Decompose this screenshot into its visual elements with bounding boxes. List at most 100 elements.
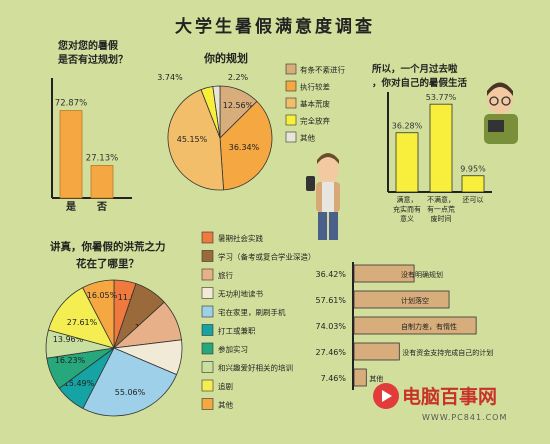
- chart-plan-yes-no: 您对您的暑假 是否有过规划？ 72.87% 是 27.13% 否: [51, 39, 132, 213]
- chart4-slice: [82, 279, 115, 349]
- chart1-question-line2: 是否有过规划？: [57, 53, 128, 66]
- chart4-slice-label: 15.49%: [64, 379, 95, 388]
- chart2-legend-swatch: [285, 63, 297, 75]
- chart3-category-label: 意义: [400, 214, 414, 223]
- watermark-url: WWW.PC841.COM: [422, 413, 507, 422]
- chart3-bar: [461, 175, 485, 193]
- chart3-bar-label: 36.28%: [392, 122, 423, 131]
- chart3-bar-label: 9.95%: [460, 165, 486, 174]
- chart1-category-label: 否: [96, 201, 107, 213]
- chart2-legend-swatch: [285, 97, 297, 109]
- chart5-bar-label: 74.03%: [315, 322, 346, 331]
- chart4-legend-label: 其他: [218, 400, 233, 410]
- teacher-illustration: [484, 82, 518, 144]
- chart2-legend-swatch: [285, 80, 297, 92]
- chart4-legend-swatch: [201, 231, 214, 244]
- chart2-question: 你的规划: [203, 51, 248, 65]
- chart3-category-label: 充实而有: [393, 205, 421, 214]
- chart4-slice: [47, 287, 115, 349]
- chart5-category-label: 自制力差，有惰性: [401, 322, 457, 331]
- chart4-slice-label: 16.05%: [87, 291, 118, 300]
- chart2-slice: [212, 85, 221, 139]
- chart2-slice-label: 45.15%: [177, 135, 208, 144]
- chart2-legend-label: 其他: [300, 133, 315, 143]
- watermark: 电脑百事网 WWW.PC841.COM: [373, 383, 507, 422]
- chart4-legend-swatch: [201, 268, 214, 281]
- chart2-slice: [167, 89, 225, 191]
- chart4-legend-label: 打工或兼职: [218, 326, 256, 336]
- chart-time-spent: 讲真，你暑假的洪荒之力 花在了哪里？ 11.05%16.81%20.71%17.…: [45, 231, 316, 417]
- chart3-category-label: 不满意，: [427, 195, 455, 204]
- chart3-question-line1: 所以，一个月过去啦: [372, 63, 458, 75]
- chart4-slice-label: 16.23%: [55, 356, 86, 365]
- chart1-bar-label: 27.13%: [86, 153, 118, 163]
- chart2-slice-label: 36.34%: [229, 143, 260, 152]
- chart5-category-label: 其他: [369, 374, 383, 383]
- chart3-bar: [395, 132, 419, 193]
- chart4-slice-label: 27.61%: [67, 318, 98, 327]
- chart4-legend-label: 追剧: [218, 381, 233, 391]
- page-title: 大学生暑假满意度调查: [175, 16, 375, 37]
- chart-reasons: 36.42% 没有明确规划 57.61% 计划落空 74.03% 自制力差，有惰性 27.4…: [315, 262, 493, 390]
- chart2-legend-label: 执行较差: [300, 82, 330, 92]
- chart1-bar: [90, 165, 114, 199]
- chart5-bar: [353, 342, 400, 361]
- chart4-legend-swatch: [201, 342, 214, 355]
- watermark-brand: 电脑百事网: [402, 385, 497, 408]
- chart4-legend-label: 和兴趣爱好相关的培训: [218, 363, 293, 373]
- student-illustration: [306, 153, 340, 240]
- chart5-bar: [353, 264, 415, 283]
- chart4-legend-label: 暑期社会实践: [218, 233, 263, 243]
- chart3-category-label: 还可以: [463, 196, 484, 204]
- chart5-bar-label: 27.46%: [315, 348, 346, 357]
- chart4-legend-label: 参加实习: [218, 344, 248, 354]
- chart3-category-label: 废时间: [431, 214, 452, 223]
- chart5-bar: [353, 290, 450, 309]
- chart4-legend-label: 学习（备考或复合学业深造）: [218, 252, 316, 262]
- chart5-bar-label: 7.46%: [321, 374, 347, 383]
- chart1-category-label: 是: [65, 201, 76, 213]
- chart4-legend-label: 无功利地读书: [218, 289, 263, 299]
- chart2-legend-label: 完全放弃: [300, 116, 330, 126]
- chart2-legend-swatch: [285, 131, 297, 143]
- chart5-bar-label: 36.42%: [315, 270, 346, 279]
- chart4-slice-label: 13.96%: [53, 335, 84, 344]
- chart4-legend-swatch: [201, 361, 214, 373]
- chart4-question-line2: 花在了哪里？: [76, 257, 139, 270]
- chart5-category-label: 没有资金支持完成自己的计划: [402, 348, 493, 357]
- chart4-legend-label: 宅在家里，刷刷手机: [218, 307, 286, 317]
- chart2-legend-label: 基本荒废: [300, 99, 330, 109]
- chart4-slice-label: 55.06%: [115, 388, 146, 397]
- chart5-bar-label: 57.61%: [315, 296, 346, 305]
- chart4-legend-swatch: [201, 305, 214, 318]
- chart4-legend-swatch: [201, 379, 214, 392]
- chart5-category-label: 计划落空: [401, 296, 429, 305]
- chart1-bar-label: 72.87%: [55, 99, 87, 109]
- chart3-bar: [429, 103, 453, 193]
- chart2-slice-label: 12.56%: [223, 101, 254, 110]
- chart3-bar-label: 53.77%: [426, 93, 457, 102]
- chart1-question-line1: 您对您的暑假: [58, 39, 119, 52]
- chart-plan-status-pie: 你的规划 12.56% 36.34% 45.15% 3.74% 2.2% 有条不紊进行执…: [157, 51, 345, 191]
- chart4-legend-swatch: [201, 398, 214, 410]
- chart2-slice-label: 3.74%: [157, 73, 183, 82]
- chart5-category-label: 没有明确规划: [401, 270, 443, 279]
- chart3-question-line2: ，你对自己的暑假生活: [372, 77, 468, 89]
- chart1-bar: [59, 110, 83, 199]
- chart4-question-line1: 讲真，你暑假的洪荒之力: [50, 240, 166, 253]
- chart4-legend-swatch: [201, 250, 214, 262]
- chart2-slice-label: 2.2%: [228, 73, 249, 82]
- chart2-slice: [219, 100, 273, 191]
- chart3-category-label: 有一点荒: [427, 205, 455, 214]
- chart4-legend-swatch: [201, 324, 214, 336]
- chart3-category-label: 满意，: [397, 195, 418, 204]
- chart2-legend-swatch: [285, 114, 297, 126]
- chart5-bar: [353, 316, 477, 335]
- chart4-legend-swatch: [201, 287, 214, 299]
- chart2-legend-label: 有条不紊进行: [300, 65, 345, 75]
- chart4-legend-label: 旅行: [218, 270, 233, 280]
- chart5-bar: [353, 368, 367, 387]
